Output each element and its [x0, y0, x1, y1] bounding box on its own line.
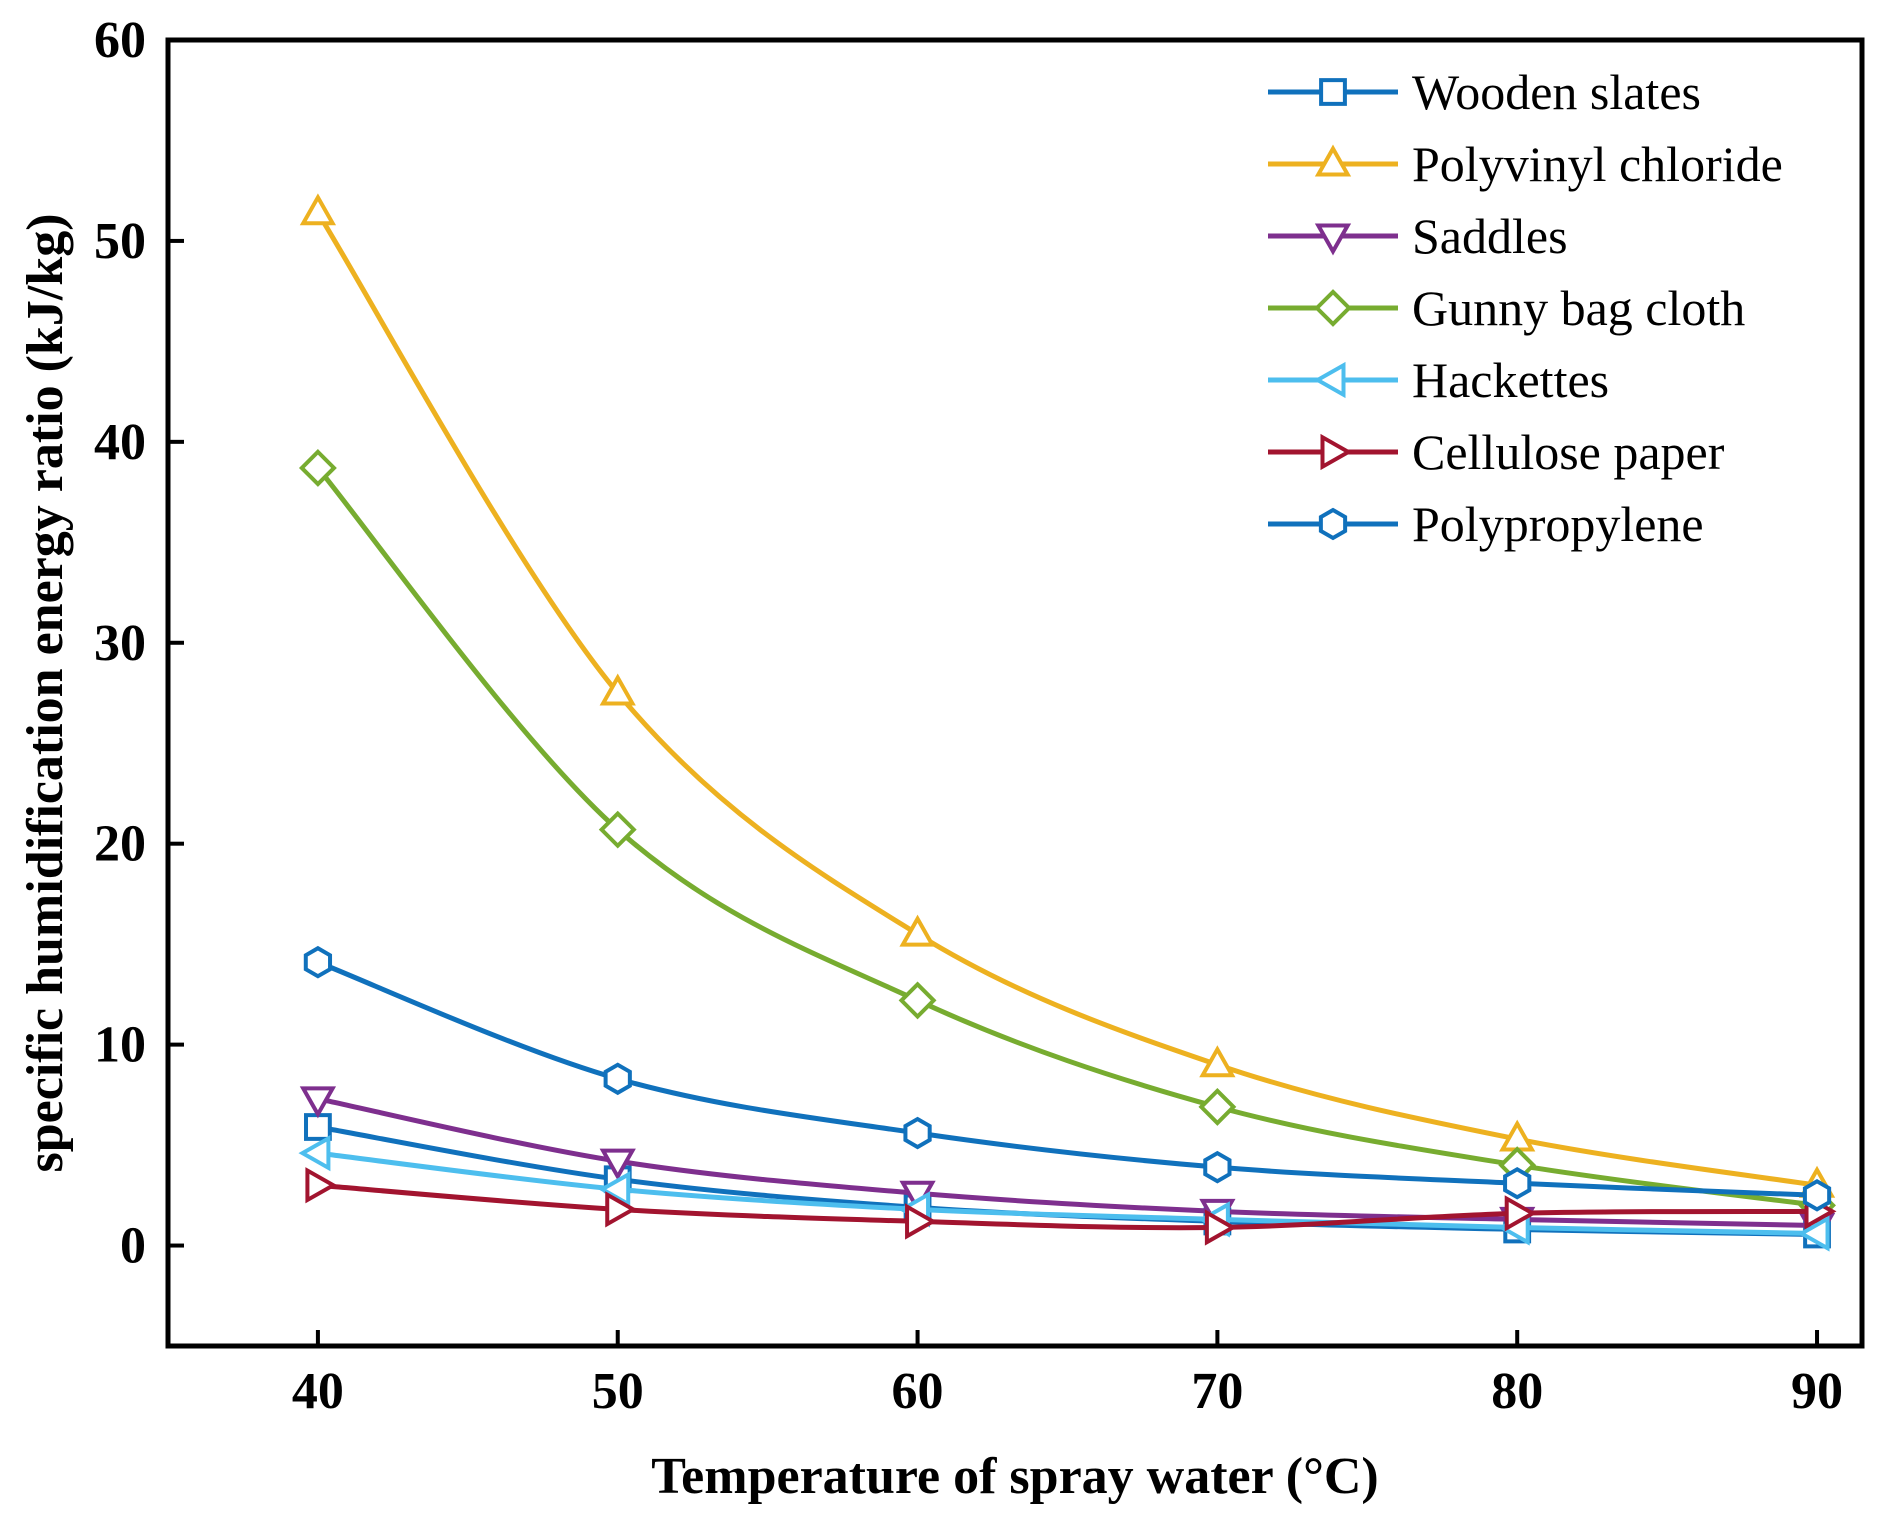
x-tick-label: 90 [1791, 1363, 1843, 1420]
y-tick-label: 10 [94, 1017, 146, 1074]
legend-item-polyvinyl-chloride: Polyvinyl chloride [1268, 136, 1783, 192]
data-point-polypropylene [603, 1062, 632, 1096]
y-tick-label: 40 [94, 414, 146, 471]
series-line-gunny-bag-cloth [315, 466, 1818, 1208]
series-polyvinyl-chloride [299, 193, 1836, 1198]
legend-label: Cellulose paper [1412, 424, 1725, 480]
legend-item-polypropylene: Polypropylene [1268, 496, 1704, 552]
legend-item-cellulose-paper: Cellulose paper [1268, 424, 1725, 480]
data-point-gunny-bag-cloth [1198, 1087, 1237, 1126]
data-point-polypropylene [1802, 1179, 1832, 1212]
y-tick-label: 0 [120, 1218, 146, 1275]
data-point-hackettes [298, 1134, 331, 1172]
data-point-cellulose-paper [305, 1167, 338, 1204]
legend-marker [1314, 144, 1352, 177]
series-line-saddles [317, 1096, 1818, 1228]
y-tick-label: 20 [94, 816, 146, 873]
data-point-polypropylene [1503, 1166, 1532, 1200]
legend-marker [1313, 361, 1346, 399]
plot-frame [165, 37, 1865, 1349]
legend-item-gunny-bag-cloth: Gunny bag cloth [1268, 280, 1745, 336]
y-axis-ticks: 0 10 20 30 40 50 60 [94, 12, 184, 1275]
legend: Wooden slates Polyvinyl chloride Saddles Gu… [1268, 64, 1783, 552]
x-tick-label: 80 [1491, 1363, 1543, 1420]
legend-marker [1314, 289, 1352, 327]
legend-item-wooden-slates: Wooden slates [1268, 64, 1701, 120]
y-axis-label: specific humidification energy ratio (kJ… [17, 213, 74, 1172]
data-point-polypropylene [303, 945, 333, 979]
x-tick-label: 50 [592, 1363, 644, 1420]
series-line-polyvinyl-chloride [315, 211, 1818, 1188]
legend-item-saddles: Saddles [1268, 208, 1568, 264]
data-point-gunny-bag-cloth [898, 981, 937, 1020]
x-axis-label: Temperature of spray water (°C) [651, 1448, 1378, 1505]
data-point-cellulose-paper [1204, 1209, 1237, 1246]
x-axis-ticks: 40 50 60 70 80 90 [292, 1330, 1843, 1420]
series-polypropylene [303, 945, 1832, 1212]
data-point-cellulose-paper [905, 1203, 938, 1240]
legend-label: Polypropylene [1412, 496, 1704, 552]
x-tick-label: 60 [892, 1363, 944, 1420]
data-point-polyvinyl-chloride [299, 193, 337, 226]
data-point-polyvinyl-chloride [599, 673, 636, 706]
data-point-wooden-slates [304, 1113, 332, 1141]
legend-label: Polyvinyl chloride [1412, 136, 1783, 192]
series-line-hackettes [317, 1150, 1818, 1236]
data-point-polypropylene [1203, 1150, 1232, 1184]
x-tick-label: 40 [292, 1363, 344, 1420]
data-point-polyvinyl-chloride [899, 914, 936, 947]
legend-marker [1320, 433, 1353, 471]
legend-marker [1314, 223, 1352, 256]
series-hackettes [298, 1134, 1830, 1252]
data-point-cellulose-paper [605, 1191, 638, 1228]
data-point-hackettes [1797, 1215, 1830, 1252]
legend-label: Wooden slates [1412, 64, 1701, 120]
y-tick-label: 60 [94, 12, 146, 69]
legend-label: Hackettes [1412, 352, 1609, 408]
series-line-cellulose-paper [317, 1182, 1818, 1231]
data-point-polypropylene [903, 1116, 932, 1150]
data-point-saddles [299, 1086, 337, 1119]
x-tick-label: 70 [1191, 1363, 1243, 1420]
legend-marker [1319, 78, 1347, 106]
data-point-gunny-bag-cloth [298, 449, 337, 487]
data-point-polyvinyl-chloride [1199, 1045, 1236, 1078]
y-tick-label: 30 [94, 615, 146, 672]
y-tick-label: 50 [94, 213, 146, 270]
series-gunny-bag-cloth [298, 449, 1836, 1225]
legend-label: Gunny bag cloth [1412, 280, 1745, 336]
data-point-hackettes [598, 1171, 631, 1208]
legend-label: Saddles [1412, 208, 1568, 264]
series-line-polypropylene [317, 959, 1818, 1198]
data-point-saddles [599, 1148, 636, 1181]
legend-marker [1318, 507, 1348, 541]
series-layer [298, 193, 1837, 1252]
data-point-gunny-bag-cloth [598, 810, 637, 849]
legend-item-hackettes: Hackettes [1268, 352, 1609, 408]
data-point-cellulose-paper [1504, 1195, 1537, 1232]
